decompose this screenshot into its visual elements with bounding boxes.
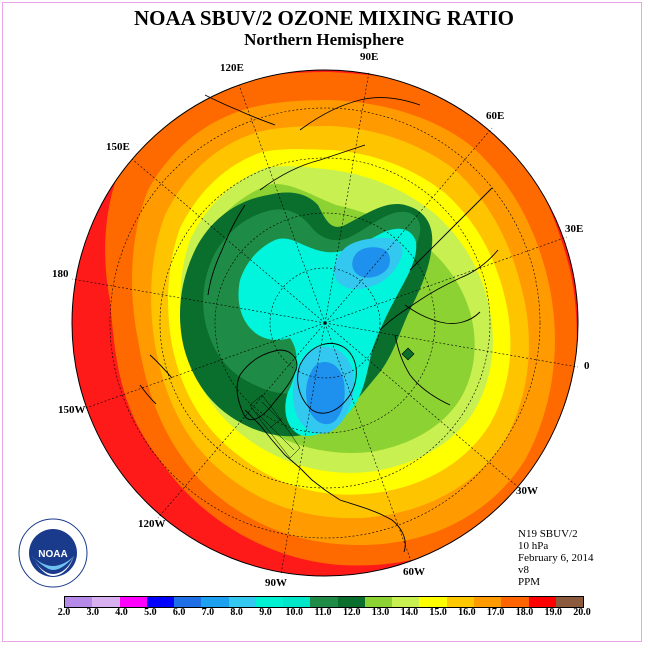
lon-label-30w: 30W — [516, 485, 538, 497]
info-date: February 6, 2014 — [518, 552, 594, 564]
info-units: PPM — [518, 576, 541, 588]
colorbar-tick-label: 14.0 — [400, 607, 419, 618]
colorbar-segment — [446, 597, 474, 607]
lon-label-90w: 90W — [265, 577, 287, 589]
field-blue-1 — [352, 247, 390, 278]
colorbar-segment — [337, 597, 365, 607]
colorbar-tick-label: 9.0 — [259, 607, 272, 618]
colorbar-segment — [501, 597, 529, 607]
info-block: N19 SBUV/2 10 hPa February 6, 2014 v8 PP… — [518, 528, 593, 588]
colorbar-segment — [201, 597, 229, 607]
colorbar-segment — [283, 597, 311, 607]
field-blue-2 — [306, 362, 345, 425]
info-version: v8 — [518, 564, 529, 576]
colorbar-tick-label: 7.0 — [201, 607, 215, 618]
colorbar-segment — [255, 597, 284, 607]
lon-label-150e: 150E — [106, 141, 130, 153]
lon-label-0: 0 — [584, 360, 590, 372]
colorbar-tick-label: 8.0 — [230, 607, 243, 618]
colorbar-segment — [65, 597, 93, 607]
colorbar-tick-label: 13.0 — [371, 607, 390, 618]
colorbar-segment — [119, 597, 147, 607]
info-level: 10 hPa — [518, 540, 549, 552]
colorbar-tick-label: 20.0 — [573, 607, 591, 618]
lon-label-90e: 90E — [360, 51, 379, 63]
lon-label-120w: 120W — [138, 518, 166, 530]
map-title: NOAA SBUV/2 OZONE MIXING RATIO — [134, 6, 514, 30]
map-subtitle: Northern Hemisphere — [244, 30, 404, 49]
image-frame — [2, 2, 642, 642]
colorbar-tick-label: 10.0 — [285, 607, 303, 618]
colorbar-ticks: 2.0 3.0 4.0 5.0 6.0 7.0 8.0 9.0 10.0 11.0 12.0 13.0… — [0, 607, 648, 621]
colorbar-segment — [92, 597, 120, 607]
colorbar-segment — [392, 597, 420, 607]
lon-label-60e: 60E — [486, 110, 505, 122]
colorbar-tick-label: 17.0 — [486, 607, 505, 618]
colorbar-tick-label: 3.0 — [86, 607, 100, 618]
colorbar-segment — [310, 597, 338, 607]
colorbar-tick-label: 16.0 — [458, 607, 476, 618]
colorbar-tick-label: 15.0 — [429, 607, 447, 618]
noaa-logo-icon: NOAA — [18, 518, 88, 588]
lon-label-60w: 60W — [403, 566, 425, 578]
colorbar-tick-label: 5.0 — [144, 607, 157, 618]
colorbar-segment — [364, 597, 393, 607]
colorbar-tick-label: 11.0 — [314, 607, 332, 618]
lon-label-30e: 30E — [565, 223, 584, 235]
lon-label-180: 180 — [52, 268, 69, 280]
noaa-logo-text: NOAA — [38, 549, 67, 560]
colorbar-tick-label: 12.0 — [343, 607, 361, 618]
coastlines — [139, 94, 499, 553]
colorbar — [64, 596, 584, 608]
colorbar-segment — [528, 597, 556, 607]
colorbar-tick-label: 2.0 — [57, 607, 71, 618]
colorbar-segment — [555, 597, 584, 607]
colorbar-segment — [473, 597, 502, 607]
colorbar-segment — [146, 597, 175, 607]
colorbar-segment — [174, 597, 202, 607]
lon-label-150w: 150W — [58, 404, 86, 416]
colorbar-tick-label: 6.0 — [172, 607, 186, 618]
us-state-grid — [249, 394, 301, 459]
small-island — [401, 347, 415, 361]
colorbar-tick-label: 18.0 — [515, 607, 534, 618]
map-boundary — [71, 69, 579, 577]
lon-label-120e: 120E — [220, 62, 244, 74]
colorbar-segment — [228, 597, 256, 607]
colorbar-tick-label: 4.0 — [115, 607, 128, 618]
colorbar-segment — [419, 597, 447, 607]
info-satellite: N19 SBUV/2 — [518, 528, 578, 540]
colorbar-tick-label: 19.0 — [544, 607, 562, 618]
